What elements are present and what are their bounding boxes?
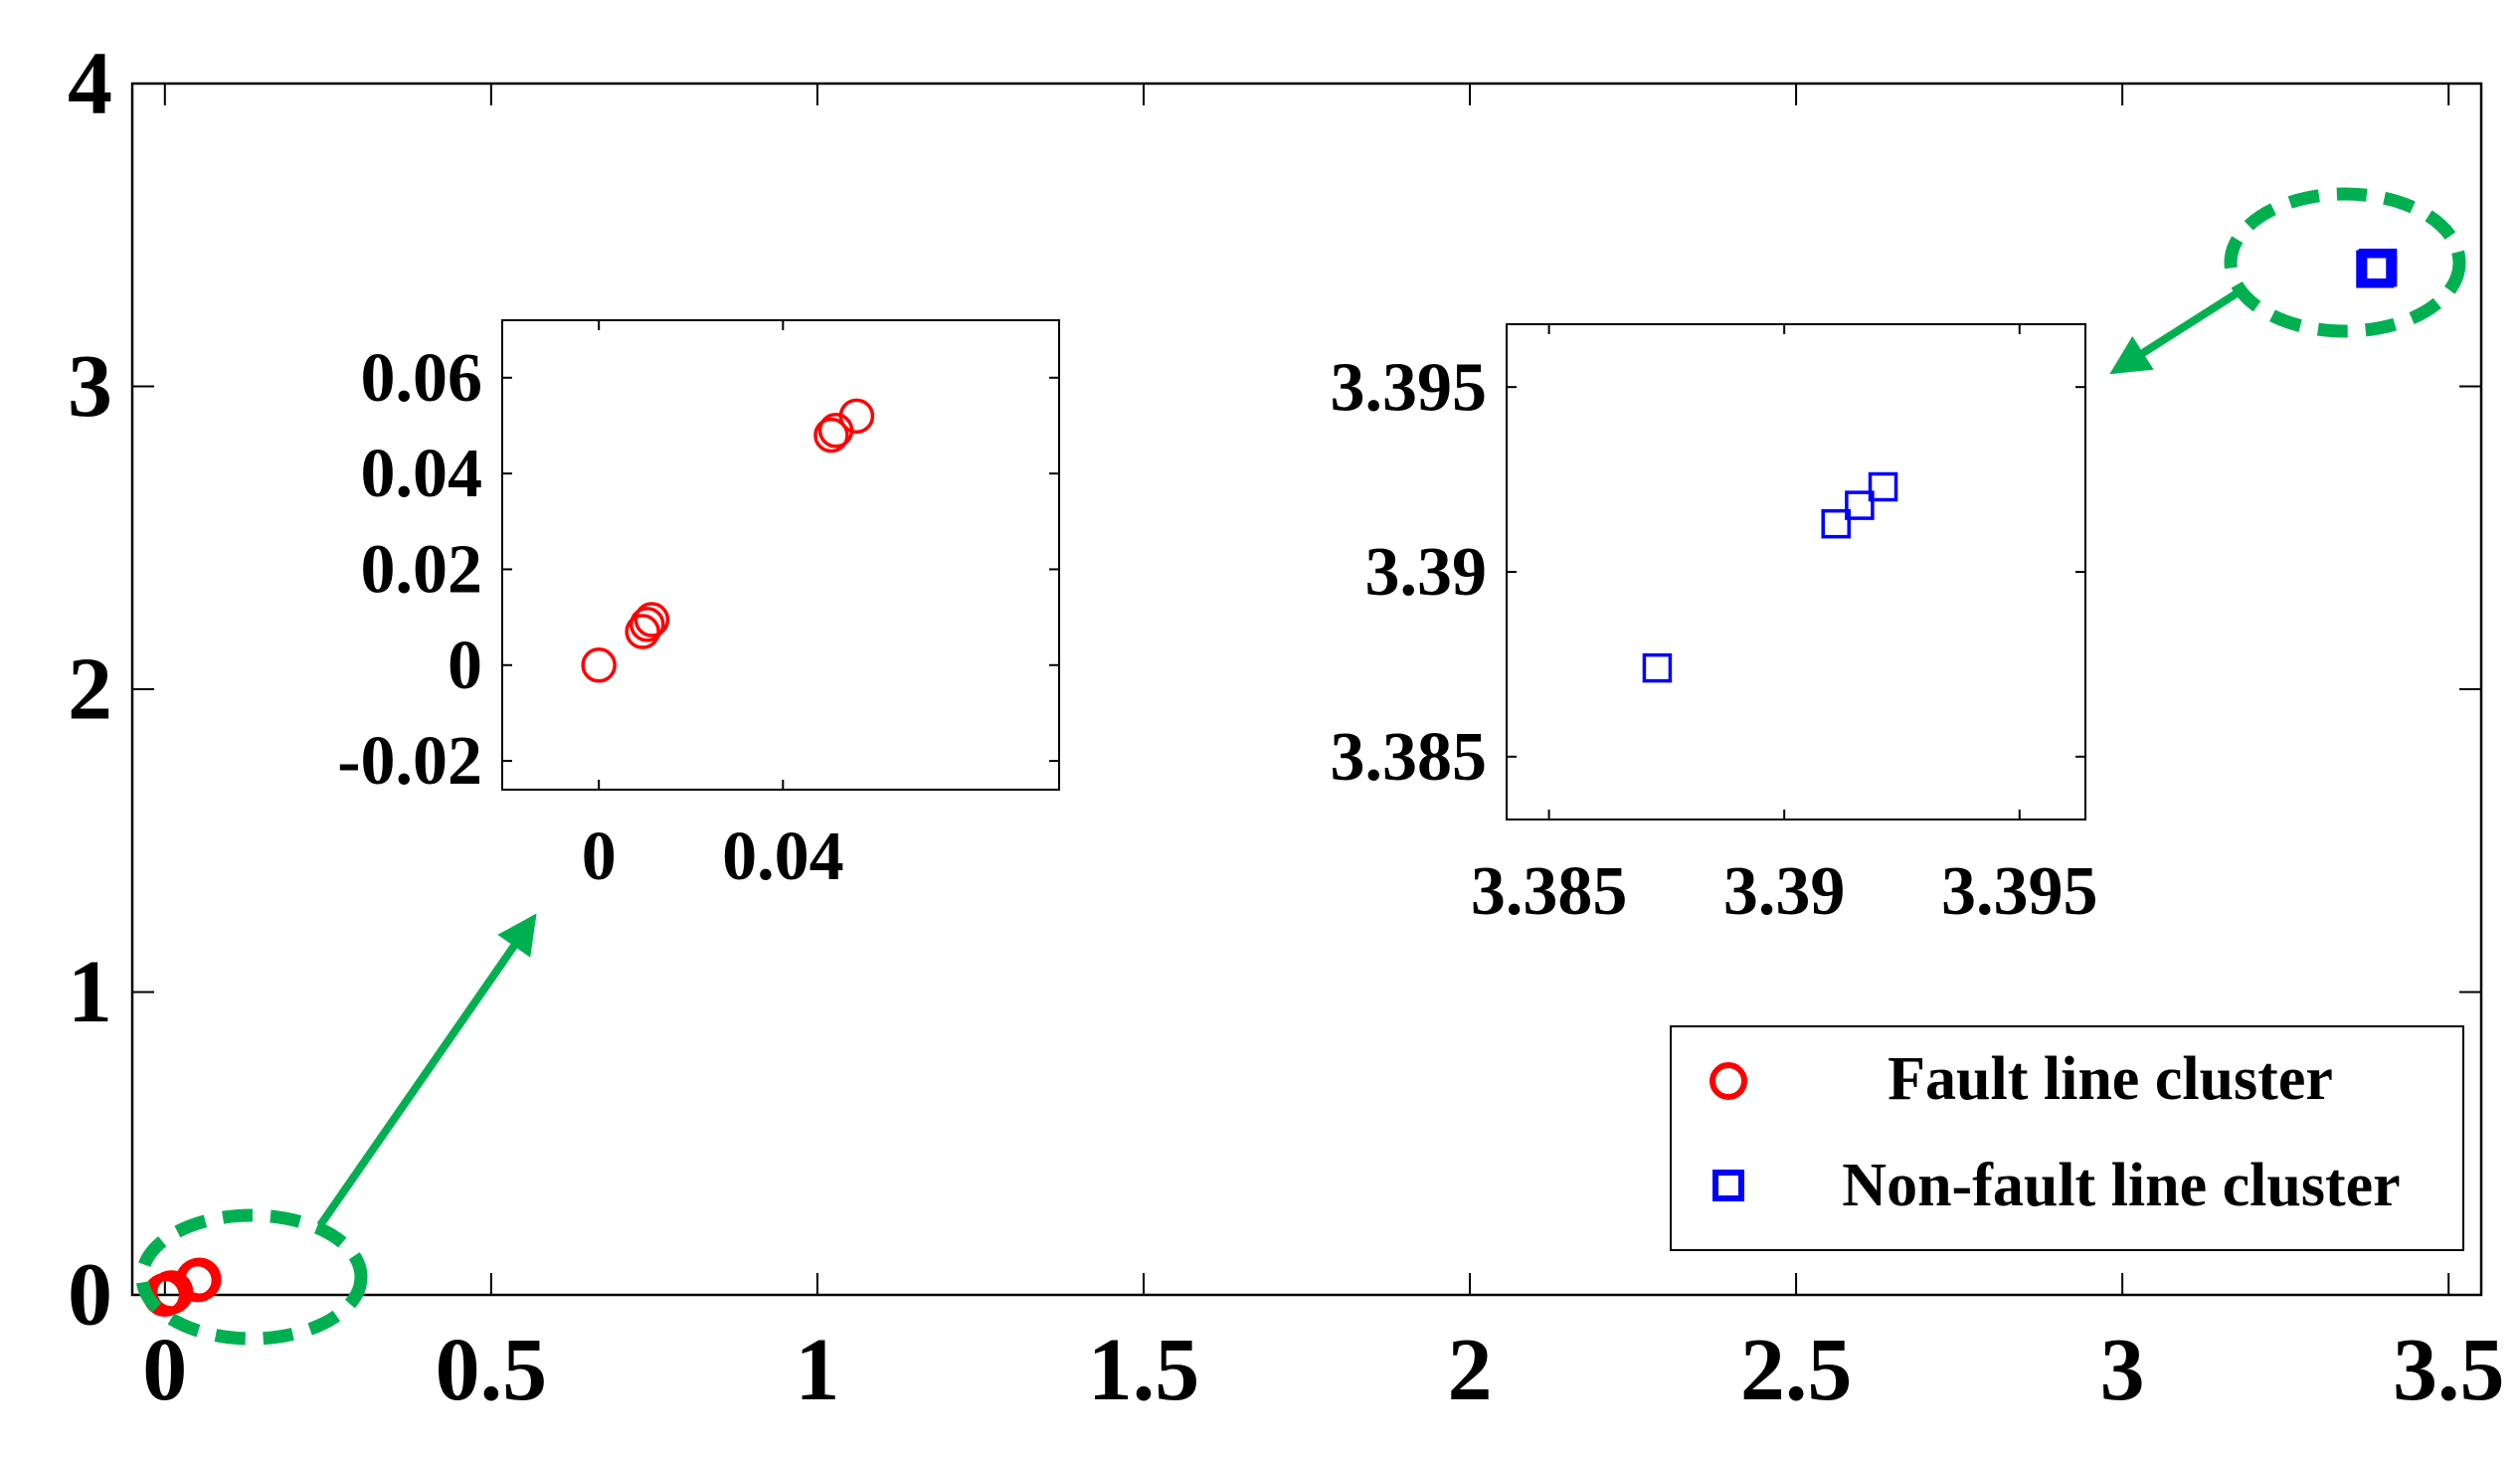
inset-fault-ytick-label: 0.06	[361, 340, 483, 417]
inset-nonfault-axes-frame	[1506, 323, 2086, 820]
main-xtick-label: 0	[142, 1321, 187, 1419]
inset-nonfault-nonfault-point	[1868, 471, 1898, 502]
inset-fault-cluster-zoom: 0 0.04 0.06 0.04 0.02 0 -0.02	[337, 319, 1060, 895]
main-xtick-label: 0.5	[436, 1321, 548, 1419]
main-ytick-label: 1	[68, 943, 112, 1041]
main-ytick-label: 0	[68, 1246, 112, 1345]
inset-fault-axes-frame	[501, 319, 1060, 791]
main-xtick-label: 2.5	[1740, 1321, 1853, 1419]
main-xtick-label: 3	[2100, 1321, 2145, 1419]
fault-cluster-highlight-ellipse	[135, 1208, 368, 1346]
inset-fault-ytick-label: -0.02	[337, 723, 482, 800]
main-xtick-label: 3.5	[2393, 1321, 2505, 1419]
legend-fault-marker	[1710, 1062, 1747, 1100]
main-fault-point	[177, 1257, 222, 1302]
inset-nonfault-cluster-zoom: 3.385 3.39 3.395 3.395 3.39 3.385	[1331, 323, 2098, 930]
main-xtick-label: 1	[795, 1321, 839, 1419]
inset-fault-fault-point	[630, 607, 665, 642]
inset-nonfault-ytick-label: 3.385	[1331, 719, 1488, 796]
inset-fault-ytick-label: 0	[448, 628, 482, 704]
inset-nonfault-ytick-label: 3.395	[1331, 349, 1488, 426]
main-ytick-label: 4	[68, 35, 112, 133]
legend: Fault line cluster Non-fault line cluste…	[1670, 1025, 2464, 1251]
legend-nonfault-label: Non-fault line cluster	[1842, 1152, 2400, 1219]
inset-fault-xtick-label: 0.04	[722, 819, 844, 895]
inset-fault-ytick-label: 0.02	[361, 532, 483, 609]
main-xtick-label: 1.5	[1088, 1321, 1200, 1419]
nonfault-cluster-highlight-ellipse	[2224, 187, 2466, 338]
inset-nonfault-xtick-label: 3.39	[1723, 853, 1846, 930]
inset-nonfault-xtick-label: 3.395	[1941, 853, 2098, 930]
main-ytick-label: 3	[68, 337, 112, 436]
main-xtick-label: 2	[1448, 1321, 1493, 1419]
inset-fault-fault-point	[633, 602, 670, 637]
legend-box	[1670, 1025, 2464, 1251]
inset-nonfault-nonfault-point	[1845, 490, 1875, 520]
main-nonfault-point	[2359, 249, 2398, 287]
nonfault-zoom-arrow	[2109, 284, 2248, 375]
legend-nonfault-marker	[1712, 1170, 1744, 1201]
inset-fault-xtick-label: 0	[582, 819, 617, 895]
inset-fault-fault-point	[838, 398, 875, 435]
inset-nonfault-ytick-label: 3.39	[1365, 534, 1488, 611]
inset-fault-fault-point	[625, 614, 660, 649]
main-ytick-label: 2	[68, 640, 112, 739]
inset-nonfault-xtick-label: 3.385	[1471, 853, 1628, 930]
inset-nonfault-nonfault-point	[1642, 652, 1673, 683]
inset-nonfault-nonfault-point	[1821, 508, 1851, 539]
inset-fault-fault-point	[581, 647, 617, 683]
inset-fault-ytick-label: 0.04	[361, 436, 483, 512]
legend-fault-label: Fault line cluster	[1888, 1045, 2333, 1113]
fault-zoom-arrow	[316, 913, 537, 1228]
inset-fault-fault-point	[813, 417, 849, 454]
